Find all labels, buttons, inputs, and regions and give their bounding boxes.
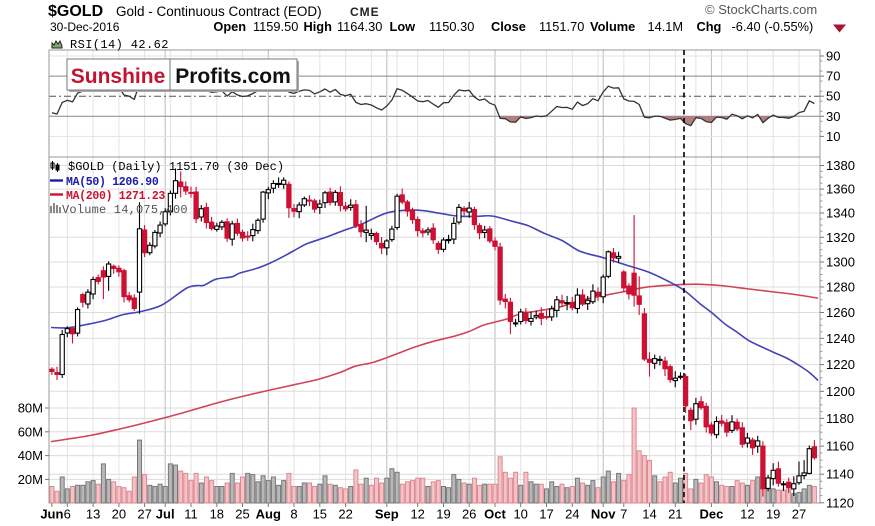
svg-text:8: 8	[290, 507, 297, 522]
svg-text:Dec: Dec	[699, 507, 723, 522]
svg-text:80M: 80M	[18, 401, 43, 416]
svg-text:Gold - Continuous Contract (EO: Gold - Continuous Contract (EOD)	[116, 4, 322, 19]
svg-text:1164.30: 1164.30	[337, 19, 382, 34]
svg-text:Nov: Nov	[591, 507, 616, 522]
svg-text:90: 90	[826, 49, 840, 64]
svg-text:Low: Low	[390, 19, 416, 34]
svg-text:10: 10	[513, 507, 527, 522]
svg-text:1260: 1260	[826, 305, 855, 320]
svg-text:1220: 1220	[826, 357, 855, 372]
svg-text:1140: 1140	[826, 467, 854, 482]
svg-text:1159.50: 1159.50	[253, 19, 298, 34]
svg-text:Jul: Jul	[156, 507, 175, 522]
svg-text:1240: 1240	[826, 331, 855, 346]
svg-text:High: High	[304, 19, 333, 34]
svg-text:-6.40 (-0.55%): -6.40 (-0.55%)	[732, 19, 814, 34]
svg-text:RSI(14) 42.62: RSI(14) 42.62	[70, 38, 169, 52]
svg-text:1340: 1340	[826, 206, 855, 221]
svg-text:MA(50) 1206.90: MA(50) 1206.90	[66, 176, 159, 189]
svg-text:1380: 1380	[826, 158, 855, 173]
svg-text:Sunshine: Sunshine	[71, 65, 166, 88]
svg-text:1320: 1320	[826, 230, 855, 245]
svg-text:Volume 14,075,400: Volume 14,075,400	[62, 203, 188, 217]
svg-text:18: 18	[210, 507, 224, 522]
svg-text:50: 50	[826, 89, 840, 104]
svg-text:1150.30: 1150.30	[429, 19, 474, 34]
svg-text:60M: 60M	[18, 424, 43, 439]
svg-text:14: 14	[642, 507, 656, 522]
svg-text:1120: 1120	[826, 495, 854, 510]
svg-text:19: 19	[436, 507, 450, 522]
svg-text:30: 30	[826, 109, 840, 124]
svg-text:17: 17	[539, 507, 553, 522]
svg-text:20: 20	[112, 507, 126, 522]
svg-text:14.1M: 14.1M	[648, 19, 684, 34]
svg-text:12: 12	[410, 507, 424, 522]
svg-text:19: 19	[766, 507, 780, 522]
svg-text:1180: 1180	[826, 411, 854, 426]
svg-text:1300: 1300	[826, 254, 855, 269]
svg-text:7: 7	[620, 507, 627, 522]
svg-text:21: 21	[668, 507, 682, 522]
svg-text:12: 12	[740, 507, 754, 522]
svg-text:Open: Open	[213, 19, 246, 34]
svg-text:27: 27	[792, 507, 806, 522]
svg-text:27: 27	[137, 507, 151, 522]
svg-text:15: 15	[313, 507, 327, 522]
svg-text:MA(200) 1271.23: MA(200) 1271.23	[66, 190, 165, 203]
svg-text:1200: 1200	[826, 384, 855, 399]
svg-text:20M: 20M	[18, 472, 43, 487]
svg-text:Aug: Aug	[256, 507, 281, 522]
svg-text:$GOLD (Daily) 1151.70 (30 Dec): $GOLD (Daily) 1151.70 (30 Dec)	[68, 160, 284, 174]
svg-text:Profits.com: Profits.com	[175, 65, 291, 88]
svg-text:Volume: Volume	[590, 19, 635, 34]
svg-text:Close: Close	[491, 19, 526, 34]
svg-text:6: 6	[64, 507, 71, 522]
svg-text:CME: CME	[350, 5, 380, 19]
svg-text:10: 10	[826, 129, 840, 144]
svg-text:22: 22	[338, 507, 352, 522]
svg-text:© StockCharts.com: © StockCharts.com	[705, 2, 817, 17]
svg-text:24: 24	[565, 507, 579, 522]
svg-text:Sep: Sep	[375, 507, 399, 522]
svg-text:13: 13	[86, 507, 100, 522]
svg-text:26: 26	[462, 507, 476, 522]
svg-text:40M: 40M	[18, 448, 43, 463]
svg-text:$GOLD: $GOLD	[48, 3, 103, 20]
svg-text:Oct: Oct	[484, 507, 506, 522]
svg-text:1160: 1160	[826, 439, 854, 454]
svg-text:1360: 1360	[826, 182, 855, 197]
svg-text:Jun: Jun	[40, 507, 63, 522]
svg-text:Chg: Chg	[697, 19, 722, 34]
svg-text:30-Dec-2016: 30-Dec-2016	[50, 20, 120, 34]
svg-text:1280: 1280	[826, 280, 855, 295]
svg-text:11: 11	[184, 507, 198, 522]
svg-text:1151.70: 1151.70	[539, 19, 584, 34]
svg-text:25: 25	[235, 507, 249, 522]
svg-text:70: 70	[826, 69, 840, 84]
